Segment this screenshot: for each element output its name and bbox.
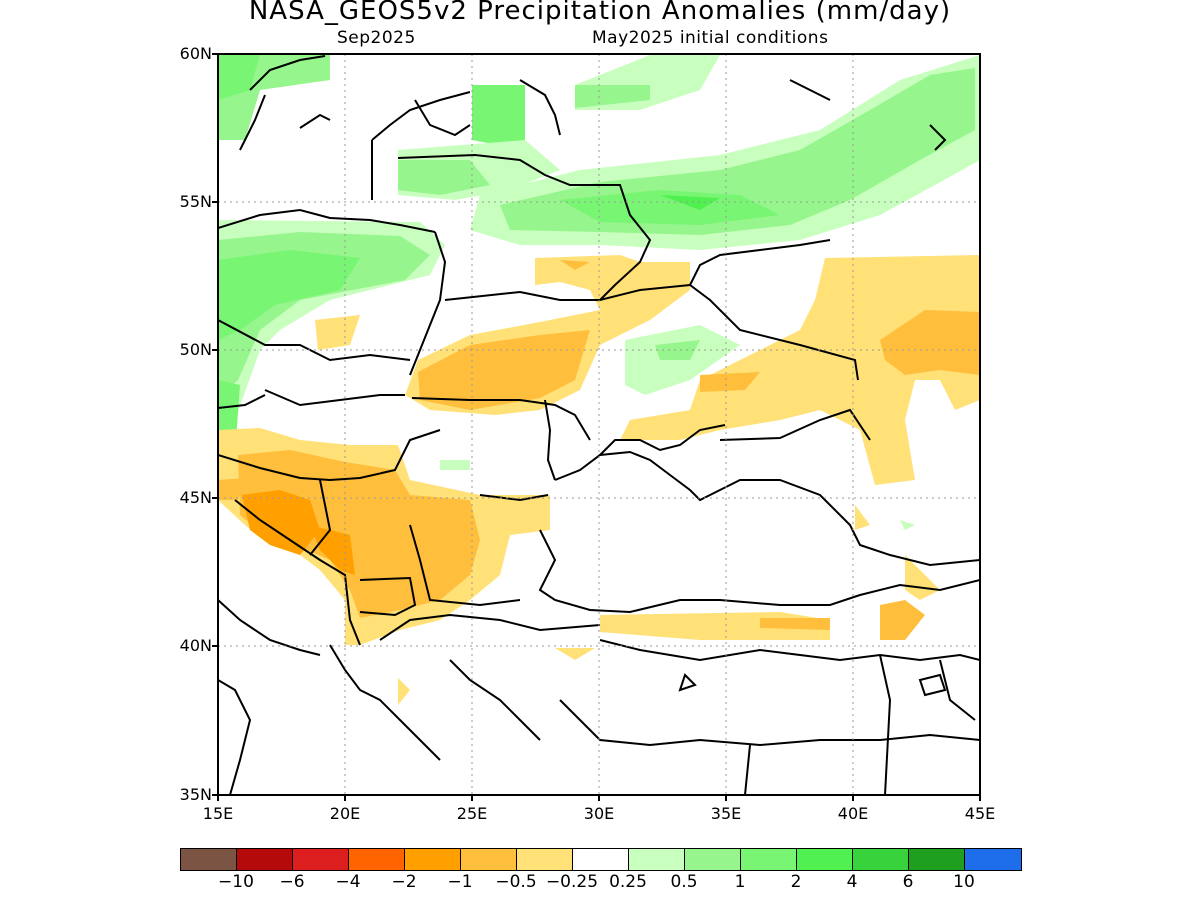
- chart-title: NASA_GEOS5v2 Precipitation Anomalies (mm…: [248, 0, 952, 26]
- lon-tick-label: 35E: [710, 804, 742, 823]
- lon-tick-label: 25E: [456, 804, 488, 823]
- colorbar-swatch: [909, 849, 965, 870]
- colorbar-swatch: [629, 849, 685, 870]
- colorbar-swatch: [853, 849, 909, 870]
- colorbar-label: 6: [902, 872, 914, 892]
- colorbar-swatch: [965, 849, 1021, 870]
- colorbar-label: 0.25: [609, 872, 647, 892]
- lat-tick-label: 50N: [179, 340, 212, 359]
- lon-tick-label: 45E: [964, 804, 996, 823]
- lon-tick-label: 40E: [837, 804, 869, 823]
- lat-tick-label: 40N: [179, 636, 212, 655]
- colorbar-label: −4: [335, 872, 361, 892]
- lat-tick-label: 45N: [179, 488, 212, 507]
- colorbar-label: 10: [953, 872, 975, 892]
- colorbar-label: −10: [218, 872, 254, 892]
- colorbar-swatch: [237, 849, 293, 870]
- lat-tick-label: 35N: [179, 785, 212, 804]
- axis-ticks: [212, 53, 981, 801]
- anomaly-shading: [218, 54, 980, 705]
- lat-tick-label: 55N: [179, 192, 212, 211]
- colorbar-swatch: [517, 849, 573, 870]
- colorbar-swatch: [573, 849, 629, 870]
- colorbar-label: 0.5: [670, 872, 698, 892]
- colorbar-swatch: [461, 849, 517, 870]
- coastlines-and-borders: [218, 55, 980, 795]
- colorbar-swatch: [741, 849, 797, 870]
- colorbar-label: −6: [279, 872, 305, 892]
- colorbar-label: −0.25: [545, 872, 599, 892]
- colorbar-legend: [180, 848, 1022, 871]
- lon-tick-label: 30E: [583, 804, 615, 823]
- forecast-month-label: Sep2025: [337, 28, 416, 48]
- lon-tick-label: 20E: [329, 804, 361, 823]
- colorbar-label: 1: [734, 872, 746, 892]
- colorbar-swatch: [293, 849, 349, 870]
- lat-tick-label: 60N: [179, 44, 212, 63]
- lon-tick-label: 15E: [202, 804, 234, 823]
- colorbar-label: −2: [391, 872, 417, 892]
- colorbar-swatch: [349, 849, 405, 870]
- lat-lon-gridlines: [218, 54, 980, 795]
- colorbar-swatch: [181, 849, 237, 870]
- colorbar-label: 2: [790, 872, 802, 892]
- colorbar-label: 4: [846, 872, 858, 892]
- colorbar-swatch: [405, 849, 461, 870]
- colorbar-label: −0.5: [495, 872, 537, 892]
- colorbar-swatch: [797, 849, 853, 870]
- colorbar-swatch: [685, 849, 741, 870]
- initial-conditions-label: May2025 initial conditions: [592, 28, 829, 48]
- colorbar-label: −1: [447, 872, 473, 892]
